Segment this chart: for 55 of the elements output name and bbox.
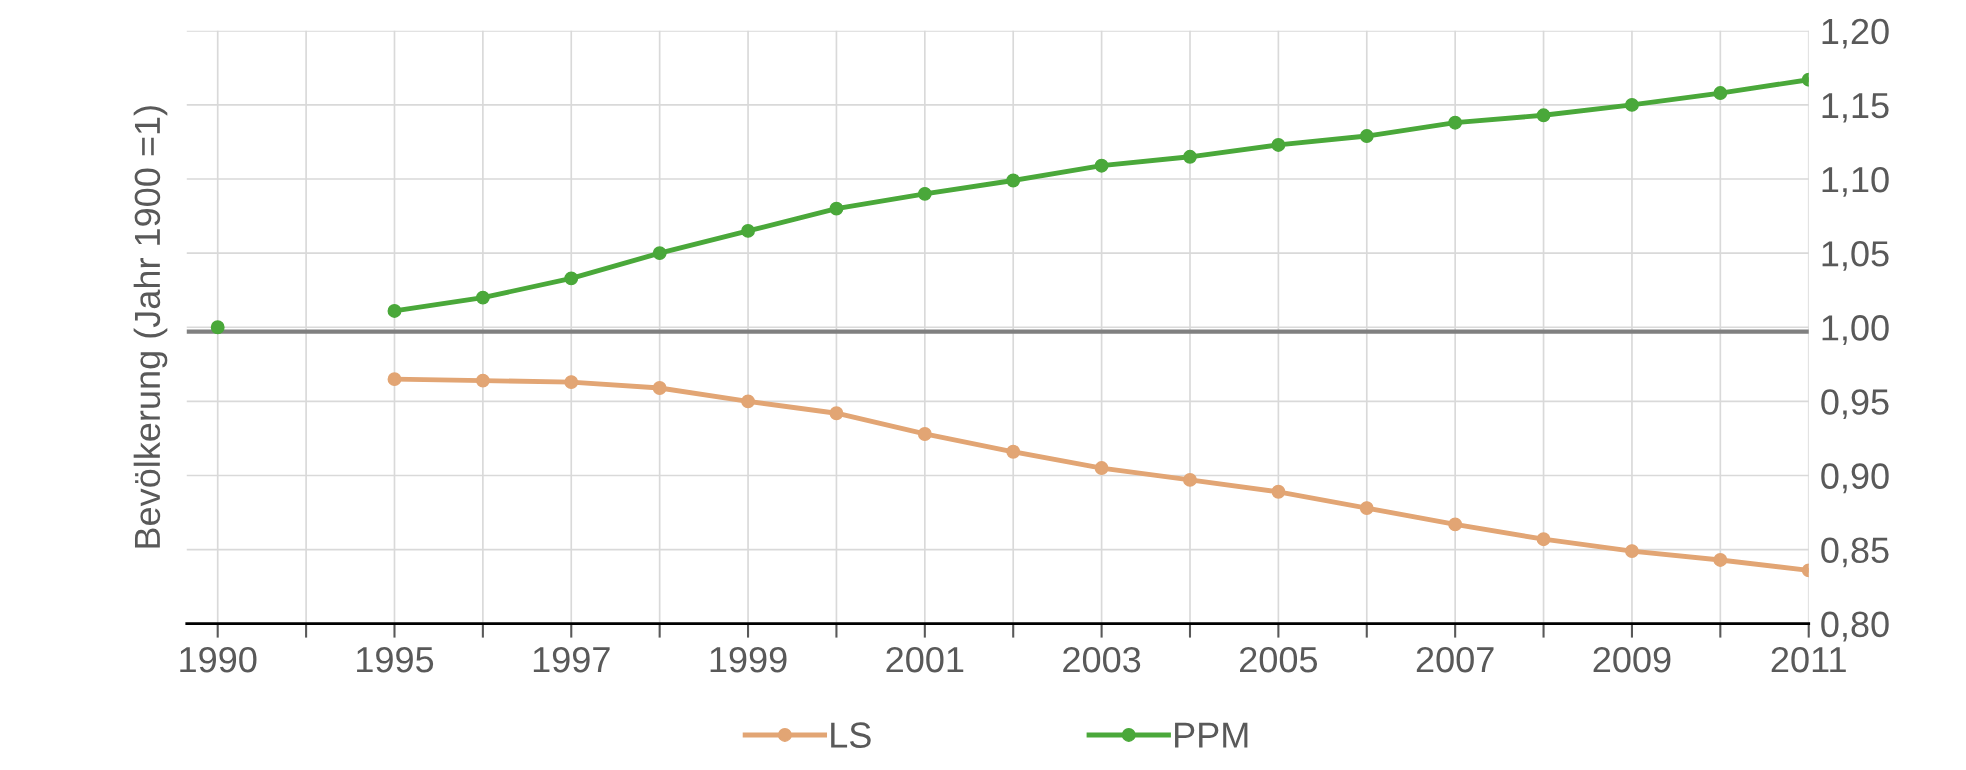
legend-label: LS (831, 722, 871, 748)
x-tick-label: 1995 (357, 646, 434, 673)
point (1094, 158, 1109, 173)
point (1359, 129, 1374, 143)
y-tick-label: 0,95 (1821, 389, 1889, 420)
point (917, 427, 932, 441)
point (387, 372, 402, 387)
point (1006, 444, 1021, 459)
point (741, 223, 755, 238)
point (1271, 484, 1286, 499)
x-tick-label: 2007 (1416, 646, 1494, 673)
point (652, 381, 667, 395)
y-tick-label: 1,20 (1822, 18, 1889, 49)
point (829, 201, 844, 216)
legend-label: PPM (1175, 722, 1248, 748)
point (475, 373, 490, 388)
point (1713, 553, 1728, 567)
y-tick-label: 0,85 (1821, 537, 1889, 568)
point (1183, 149, 1197, 164)
y-tick-label: 1,10 (1822, 166, 1889, 197)
point (741, 394, 755, 409)
point (1359, 501, 1374, 516)
x-tick-label: 2009 (1593, 646, 1671, 673)
point (1713, 86, 1728, 100)
y-tick-label: 0,90 (1821, 463, 1889, 494)
x-tick-label: 1990 (180, 646, 257, 673)
x-tick-label: 2011 (1771, 646, 1846, 673)
point (1094, 461, 1109, 476)
x-tick-label: 2003 (1063, 646, 1141, 673)
point (1536, 532, 1551, 547)
point (564, 271, 579, 286)
point (1183, 472, 1197, 487)
point (652, 246, 667, 261)
point (1536, 108, 1551, 123)
y-axis-title: Bevölkerung (Jahr 1900 =1) (133, 106, 168, 548)
point (475, 290, 490, 305)
point (1448, 115, 1463, 130)
x-tick-label: 1997 (533, 646, 610, 673)
x-tick-label: 2001 (886, 646, 964, 673)
point (1624, 97, 1639, 112)
point (564, 375, 579, 390)
y-tick-label: 1,15 (1822, 93, 1889, 123)
point (210, 320, 225, 335)
x-tick-label: 1999 (710, 646, 787, 673)
y-tick-label: 1,00 (1822, 315, 1889, 345)
point (1448, 517, 1463, 532)
point (1006, 173, 1021, 188)
point (387, 304, 402, 318)
point (1624, 544, 1639, 559)
point (917, 186, 932, 201)
x-tick-label: 2005 (1240, 646, 1318, 673)
point (1271, 137, 1286, 152)
y-tick-label: 1,05 (1822, 241, 1889, 271)
point (829, 406, 844, 421)
y-tick-label: 0,80 (1821, 611, 1889, 642)
